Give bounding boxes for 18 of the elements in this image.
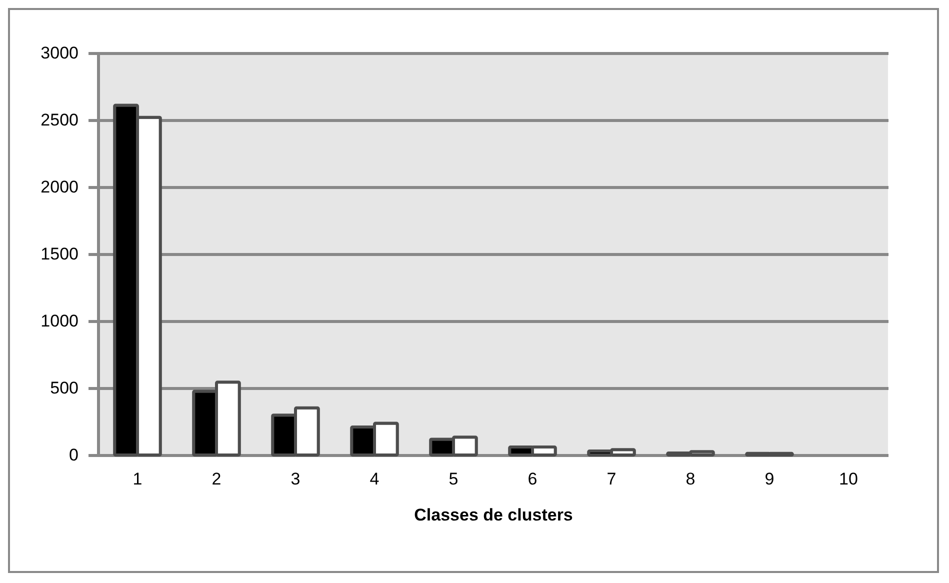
x-tick-label: 8 bbox=[686, 470, 696, 488]
x-tick-label: 7 bbox=[606, 470, 616, 488]
y-tick-label: 3000 bbox=[40, 44, 78, 62]
x-tick-label: 1 bbox=[132, 470, 142, 488]
x-tick-label: 6 bbox=[528, 470, 538, 488]
y-tick-label: 0 bbox=[69, 446, 78, 464]
y-tick-label: 2500 bbox=[40, 110, 78, 130]
x-tick-label: 5 bbox=[448, 470, 458, 488]
y-tick-label: 500 bbox=[50, 378, 78, 398]
y-tick-label: 2000 bbox=[40, 178, 78, 196]
x-tick-label: 2 bbox=[212, 470, 222, 488]
x-tick-label: 3 bbox=[290, 470, 300, 488]
y-tick-label: 1000 bbox=[40, 312, 78, 330]
x-tick-label: 10 bbox=[839, 470, 858, 488]
x-tick-label: 4 bbox=[370, 470, 380, 488]
y-tick-label: 1500 bbox=[40, 244, 78, 264]
x-tick-label: 9 bbox=[764, 470, 774, 488]
x-axis-title: Classes de clusters bbox=[414, 506, 573, 524]
